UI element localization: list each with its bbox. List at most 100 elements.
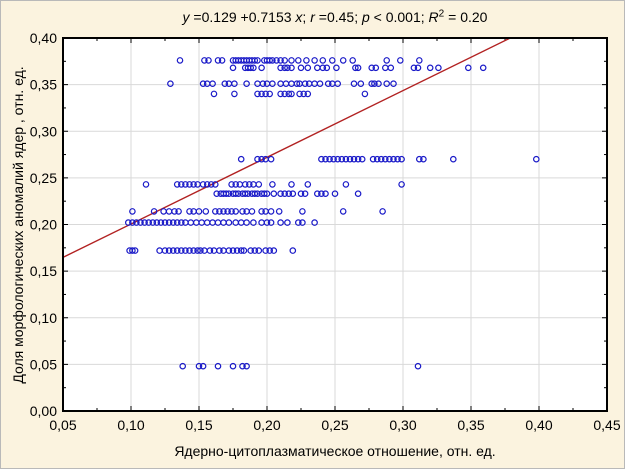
data-point (182, 247, 189, 254)
data-point (277, 219, 284, 226)
data-point (342, 155, 350, 163)
data-point (255, 247, 263, 254)
data-point (244, 190, 252, 198)
data-point (247, 247, 255, 254)
data-point (239, 362, 246, 370)
data-point (258, 90, 265, 98)
data-point (269, 80, 276, 88)
data-point (532, 155, 540, 163)
data-point (125, 219, 132, 226)
data-point (339, 57, 347, 64)
data-point (377, 155, 385, 163)
data-point (169, 247, 177, 254)
data-point (129, 219, 136, 226)
data-point (207, 181, 215, 188)
data-point (349, 57, 357, 64)
data-point (398, 181, 405, 188)
data-point (368, 64, 376, 72)
data-point (277, 64, 284, 72)
data-point (350, 80, 358, 88)
data-point (231, 90, 238, 98)
data-point (371, 80, 378, 88)
data-point (270, 247, 278, 254)
data-point (281, 90, 289, 98)
data-point (386, 155, 393, 163)
data-point (338, 155, 346, 163)
data-point (153, 219, 161, 226)
data-point (197, 247, 204, 254)
data-point (322, 190, 329, 198)
data-point (195, 208, 203, 215)
data-point (322, 155, 329, 163)
data-point (186, 181, 193, 188)
data-point (176, 57, 184, 64)
data-point (346, 155, 354, 163)
data-point (220, 208, 227, 215)
data-point (243, 80, 250, 88)
y-tick-label: 0,15 (30, 263, 57, 279)
data-point (182, 181, 189, 188)
data-point (318, 155, 325, 163)
data-point (334, 155, 342, 163)
data-point (270, 190, 278, 198)
data-point (361, 90, 369, 98)
data-point (237, 247, 245, 254)
data-point (201, 57, 208, 64)
data-point (394, 155, 401, 163)
data-point (263, 190, 271, 198)
data-point (299, 219, 306, 226)
chart-title-segment: y (182, 9, 190, 25)
data-point (304, 181, 312, 188)
y-tick-labels: 0,00 0,05 0,10 0,15 0,20 0,25 0,30 0,35 0,40 (30, 30, 57, 419)
data-point (266, 90, 274, 98)
chart-title-segment: x (295, 9, 303, 25)
data-point (225, 247, 233, 254)
data-point (373, 155, 381, 163)
data-point (232, 181, 240, 188)
data-point (267, 208, 275, 215)
y-tick-label: 0,10 (30, 310, 57, 326)
x-tick-label: 0,25 (321, 417, 348, 433)
data-point (221, 80, 229, 88)
data-point (285, 90, 293, 98)
data-point (328, 57, 336, 64)
data-point (281, 64, 289, 72)
chart-title-segment: = 0.20 (444, 9, 488, 25)
data-point (202, 208, 210, 215)
chart-title-segment: R (428, 9, 439, 25)
data-point (225, 190, 233, 198)
data-point (464, 64, 472, 72)
data-point (289, 190, 297, 198)
data-point (229, 64, 237, 72)
data-point (396, 57, 404, 64)
data-point (269, 181, 276, 188)
x-tick-labels: 0,05 0,10 0,15 0,20 0,25 0,30 0,35 0,40 0,45 (49, 417, 620, 433)
data-point (212, 181, 219, 188)
data-point (281, 190, 289, 198)
data-point (250, 219, 257, 226)
data-point (372, 64, 380, 72)
data-point (258, 155, 265, 163)
data-point (318, 190, 325, 198)
data-point (233, 247, 241, 254)
data-point (224, 208, 231, 215)
data-point (313, 190, 321, 198)
data-point (420, 155, 427, 163)
chart-title: y =0.129 +0.7153 x; r =0.45; p < 0.001; … (63, 9, 607, 25)
data-point (294, 219, 302, 226)
data-point (311, 57, 318, 64)
data-point (435, 64, 442, 72)
data-point (266, 247, 274, 254)
data-point (285, 190, 293, 198)
data-point (398, 155, 405, 163)
data-point (284, 219, 291, 226)
y-tick-label: 0,25 (30, 170, 57, 186)
data-point (213, 190, 221, 198)
data-point (214, 362, 222, 370)
data-point (205, 57, 212, 64)
data-point (269, 57, 276, 64)
data-point (326, 155, 333, 163)
data-point (167, 80, 174, 88)
chart-title-segment: 2 (438, 8, 445, 20)
x-tick-label: 0,45 (593, 417, 620, 433)
